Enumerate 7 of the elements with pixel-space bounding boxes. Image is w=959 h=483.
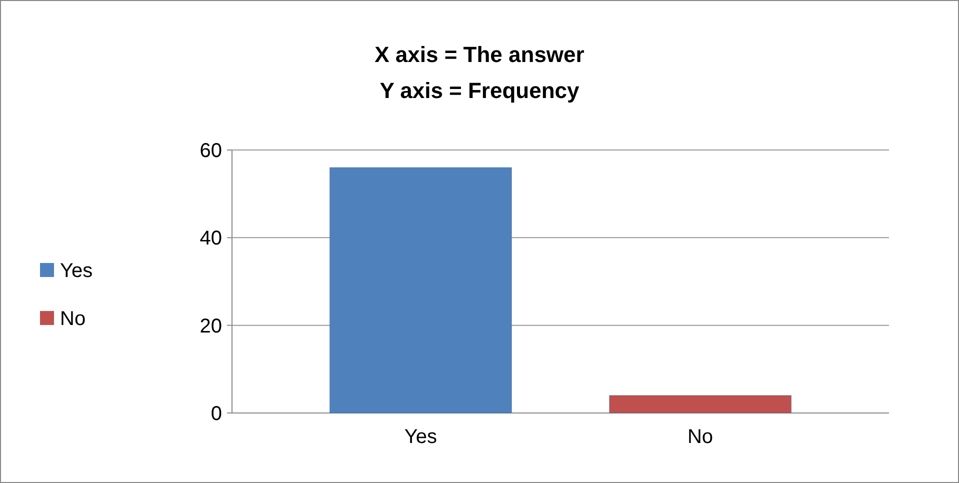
legend-label: No — [60, 308, 86, 330]
y-tick-label: 20 — [200, 315, 222, 338]
y-tick-label: 0 — [210, 403, 222, 425]
y-tick-label: 60 — [200, 140, 222, 162]
legend-label: Yes — [60, 260, 93, 282]
chart-title: X axis = The answer Y axis = Frequency — [374, 42, 585, 103]
y-tick-label: 40 — [200, 228, 222, 250]
